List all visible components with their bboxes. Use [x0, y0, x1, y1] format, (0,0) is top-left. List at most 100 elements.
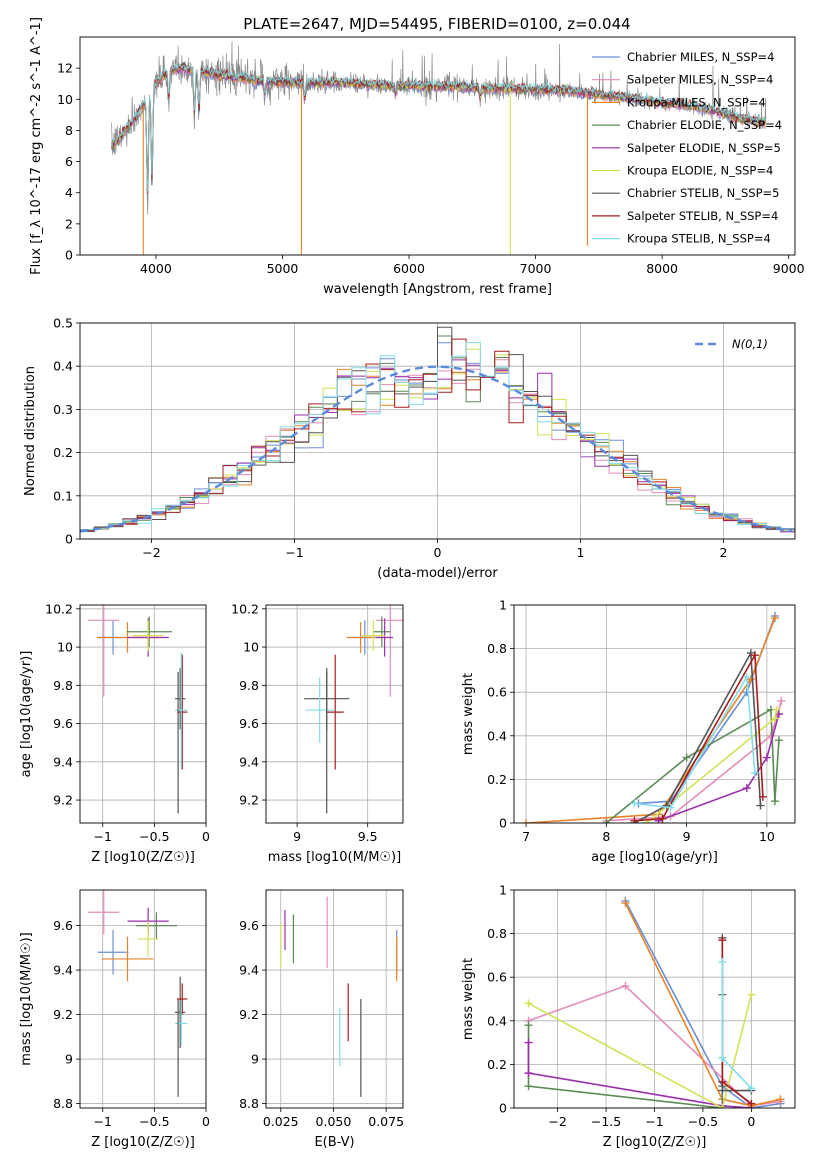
plus-marker	[772, 705, 781, 714]
y-tick-label: 0.1	[53, 488, 73, 503]
axes-frame	[79, 889, 207, 1109]
mass-weight-line	[624, 902, 781, 1107]
y-axis-label: Flux [f_λ 10^-17 erg cm^-2 s^-1 A^-1]	[29, 17, 44, 275]
mass-vs-metallicity-panel: −1 −0.5 0 8.8 9 9.2 9.4 9.6 Z [log10(Z/Z☉)] mass …	[19, 889, 210, 1150]
y-tick-label: 9.6	[239, 918, 259, 933]
x-tick-label: 0.075	[368, 1114, 404, 1129]
y-tick-label: 9	[65, 1052, 73, 1067]
plus-marker	[777, 696, 786, 705]
y-tick-label: 9.6	[239, 716, 259, 731]
plus-marker	[630, 799, 639, 808]
x-tick-label: −1	[285, 545, 303, 560]
plus-marker	[750, 651, 759, 660]
plus-marker	[742, 784, 751, 793]
mass-weight-line	[624, 900, 781, 1108]
y-tick-label: 0	[499, 816, 507, 831]
plus-marker	[524, 1038, 533, 1047]
plus-marker	[776, 1095, 785, 1104]
y-tick-label: 12	[57, 61, 73, 76]
plus-marker	[747, 1099, 756, 1108]
axes-frame	[79, 36, 796, 256]
plus-marker	[522, 819, 531, 823]
plus-marker	[718, 936, 727, 945]
x-tick-label: 10	[759, 829, 775, 844]
plus-marker	[682, 753, 691, 762]
x-tick-label: 9000	[773, 261, 805, 276]
x-tick-label: 1	[577, 545, 585, 560]
plus-marker	[770, 797, 779, 806]
plus-marker	[770, 614, 779, 623]
x-axis-label: E(B-V)	[314, 1135, 354, 1150]
x-axis-label: wavelength [Angstrom, rest frame]	[323, 282, 552, 297]
massweight-vs-age-panel: 7 8 9 10 0 0.2 0.4 0.6 0.8 1 age [log10(age/yr)] ma…	[461, 598, 796, 865]
y-tick-label: 0.6	[487, 970, 507, 985]
x-tick-label: 7000	[520, 261, 552, 276]
legend-label: Chabrier STELIB, N_SSP=5	[627, 186, 779, 200]
plot-area	[111, 41, 767, 255]
plus-marker	[666, 803, 675, 812]
y-tick-label: 10.2	[45, 601, 73, 616]
mass-weight-line	[528, 994, 753, 1108]
x-tick-label: 2	[720, 545, 728, 560]
y-tick-label: 9.4	[53, 754, 73, 769]
y-tick-label: 0	[499, 1101, 507, 1116]
plot-area	[304, 605, 403, 814]
x-axis-label: Z [log10(Z/Z☉)]	[91, 1135, 195, 1150]
x-tick-label: 8000	[646, 261, 678, 276]
plus-marker	[747, 1084, 756, 1093]
y-tick-label: 0.4	[53, 359, 73, 374]
legend-label: Chabrier MILES, N_SSP=4	[627, 50, 774, 64]
plus-marker	[718, 1086, 727, 1095]
model-spectrum	[111, 63, 766, 193]
plus-marker	[718, 1053, 727, 1062]
plus-marker	[742, 672, 751, 681]
plus-marker	[524, 999, 533, 1008]
x-tick-label: −1.5	[591, 1114, 621, 1129]
plot-area	[524, 896, 785, 1108]
legend-label: Kroupa STELIB, N_SSP=4	[627, 232, 771, 246]
legend-label: Chabrier ELODIE, N_SSP=4	[627, 118, 782, 132]
axes-frame	[513, 604, 796, 824]
mass-vs-ebv-panel: 0.025 0.050 0.075 8.8 9 9.2 9.4 9.6 E(B-V)	[239, 889, 404, 1150]
axes-frame	[265, 604, 404, 824]
plus-marker	[758, 792, 767, 801]
y-tick-label: 0.2	[53, 445, 73, 460]
x-tick-label: 9	[293, 829, 301, 844]
y-tick-label: 0	[65, 248, 73, 263]
x-tick-label: 5000	[267, 261, 299, 276]
axes-frame	[513, 889, 796, 1109]
legend-label: Salpeter STELIB, N_SSP=4	[627, 209, 778, 223]
plus-marker	[750, 768, 759, 777]
plot-area	[88, 605, 188, 814]
legend-label: Salpeter MILES, N_SSP=4	[627, 73, 773, 87]
plus-marker	[718, 957, 727, 966]
plus-marker	[774, 736, 783, 745]
x-tick-label: 0	[202, 1114, 210, 1129]
plus-marker	[762, 753, 771, 762]
mass-weight-line	[634, 650, 762, 823]
x-tick-label: 6000	[393, 261, 425, 276]
plus-marker	[524, 1069, 533, 1078]
x-tick-label: −0.5	[688, 1114, 718, 1129]
y-axis-label: mass [log10(M/M☉)]	[19, 932, 34, 1065]
mass-weight-line	[634, 652, 764, 822]
x-tick-label: −2	[548, 1114, 566, 1129]
y-tick-label: 0.6	[487, 685, 507, 700]
x-tick-label: 0	[747, 1114, 755, 1129]
x-tick-label: 0	[202, 829, 210, 844]
y-tick-label: 1	[499, 883, 507, 898]
y-tick-label: 0	[65, 532, 73, 547]
y-tick-label: 8.8	[239, 1096, 259, 1111]
spectrum-panel: 4000 5000 6000 7000 8000 9000 0 2 4 6 8 10 12 wavelen…	[29, 17, 805, 297]
plot-area	[88, 890, 188, 1097]
plus-marker	[658, 814, 667, 823]
y-tick-label: 9.4	[239, 754, 259, 769]
y-tick-label: 0.2	[487, 772, 507, 787]
x-tick-label: 8	[602, 829, 610, 844]
x-tick-label: 0.050	[316, 1114, 352, 1129]
y-tick-label: 0.3	[53, 402, 73, 417]
x-axis-label: Z [log10(Z/Z☉)]	[91, 850, 195, 865]
plus-marker	[756, 801, 765, 810]
plot-area	[280, 896, 398, 1097]
